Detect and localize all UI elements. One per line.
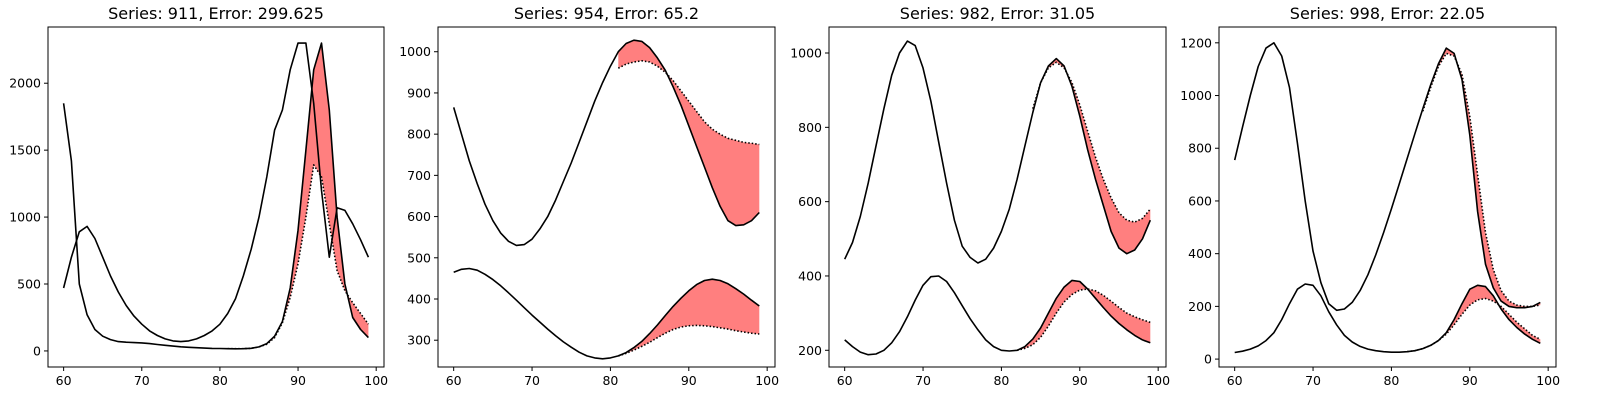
y-tick-label: 200 [798,343,822,358]
y-tick-label: 1000 [399,44,431,59]
error-fill-region [618,279,760,356]
x-tick-label: 60 [837,373,853,388]
x-tick-label: 60 [446,373,462,388]
error-fill-region [227,43,369,349]
forecast-dotted-line [1406,297,1541,353]
plot-frame [437,26,776,368]
y-tick-label: 700 [407,168,431,183]
actual-solid-line [452,39,760,247]
actual-solid-line [844,275,1151,356]
y-tick-label: 600 [798,194,822,209]
subplot-series-998: Series: 998, Error: 22.05 60 70 80 90 100020… [1180,4,1560,388]
subplot-series-911: Series: 911, Error: 299.625 60 70 80 90 1000… [9,4,388,388]
x-tick-label: 100 [1536,373,1560,388]
x-tick-label: 90 [1462,373,1478,388]
x-tick-label: 60 [1227,373,1243,388]
forecast-dotted-line [1422,52,1541,308]
x-tick-label: 80 [602,373,618,388]
x-tick-label: 70 [1305,373,1321,388]
y-tick-label: 0 [1204,352,1212,367]
forecast-dotted-line [617,59,760,146]
subplot-title: Series: 954, Error: 65.2 [514,4,699,23]
y-tick-label: 500 [17,277,41,292]
y-tick-label: 1500 [9,143,41,158]
x-tick-label: 90 [1072,373,1088,388]
y-tick-label: 1000 [9,210,41,225]
plot-frame [828,26,1167,368]
x-tick-label: 80 [1383,373,1399,388]
subplot-series-982: Series: 982, Error: 31.05 60 70 80 90 100 200… [790,4,1170,388]
y-tick-label: 400 [798,268,822,283]
y-tick-label: 1000 [790,46,822,61]
error-fill-region [1017,280,1151,351]
y-tick-label: 600 [1188,193,1212,208]
actual-solid-line [62,42,370,343]
x-tick-label: 100 [755,373,779,388]
y-tick-label: 200 [1188,299,1212,314]
plot-frame [47,26,385,368]
x-tick-label: 90 [290,373,306,388]
y-tick-label: 300 [407,333,431,348]
plot-frame [1218,26,1557,368]
subplot-title: Series: 911, Error: 299.625 [108,4,324,23]
x-tick-label: 60 [56,373,72,388]
y-tick-label: 400 [1188,246,1212,261]
y-tick-label: 800 [798,120,822,135]
forecast-dotted-line [1016,288,1151,352]
error-fill-region [1407,285,1541,352]
y-tick-label: 800 [407,127,431,142]
x-tick-label: 70 [134,373,150,388]
actual-solid-line [843,40,1152,264]
forecast-dotted-line [1032,61,1151,223]
actual-solid-line [62,42,369,350]
x-tick-label: 70 [915,373,931,388]
x-tick-label: 70 [524,373,540,388]
actual-solid-line [453,267,760,360]
y-tick-label: 1000 [1180,88,1212,103]
x-tick-label: 80 [212,373,228,388]
x-tick-label: 100 [1146,373,1170,388]
actual-solid-line [1233,41,1541,312]
error-fill-region [1032,58,1151,254]
actual-solid-line [1234,283,1541,354]
y-tick-label: 1200 [1180,35,1212,50]
error-fill-region [1422,48,1541,308]
x-tick-label: 80 [993,373,1009,388]
y-tick-label: 400 [407,292,431,307]
y-tick-label: 0 [33,343,41,358]
y-tick-label: 800 [1188,141,1212,156]
subplot-series-954: Series: 954, Error: 65.2 60 70 80 90 100 300 4… [399,4,779,388]
y-tick-label: 2000 [9,76,41,91]
subplot-title: Series: 982, Error: 31.05 [900,4,1095,23]
y-tick-label: 600 [407,209,431,224]
error-fill-region [618,40,760,226]
y-tick-label: 900 [407,85,431,100]
subplot-title: Series: 998, Error: 22.05 [1290,4,1485,23]
x-tick-label: 100 [364,373,388,388]
x-tick-label: 90 [681,373,697,388]
forecast-dotted-line [618,324,760,357]
y-tick-label: 500 [407,250,431,265]
